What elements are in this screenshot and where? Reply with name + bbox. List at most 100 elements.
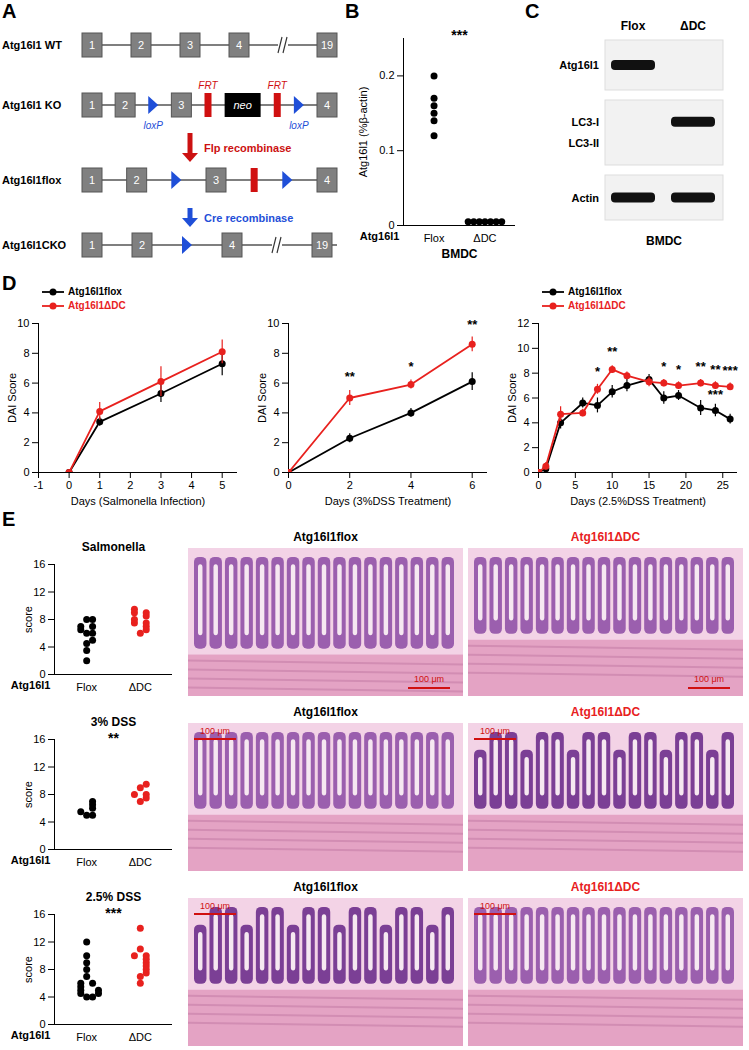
svg-text:2: 2: [347, 479, 353, 491]
svg-text:100 μm: 100 μm: [200, 901, 230, 911]
svg-text:Flox: Flox: [76, 856, 97, 868]
svg-text:**: **: [696, 359, 707, 374]
svg-text:10: 10: [606, 479, 618, 491]
svg-text:loxP: loxP: [289, 120, 309, 131]
svg-text:Days (3%DSS Treatment): Days (3%DSS Treatment): [325, 495, 452, 507]
svg-text:4: 4: [408, 479, 414, 491]
svg-text:16: 16: [33, 733, 45, 745]
svg-text:Atg16l1flox: Atg16l1flox: [2, 174, 62, 186]
svg-text:0: 0: [273, 466, 279, 478]
svg-text:8: 8: [39, 788, 45, 800]
svg-text:8: 8: [523, 367, 529, 379]
svg-text:3: 3: [158, 479, 164, 491]
svg-text:4: 4: [23, 406, 29, 418]
svg-text:2: 2: [139, 239, 145, 251]
svg-text:2: 2: [134, 174, 140, 186]
svg-text:-1: -1: [34, 479, 44, 491]
svg-text:**: **: [345, 369, 356, 384]
svg-text:100 μm: 100 μm: [480, 901, 510, 911]
svg-text:loxP: loxP: [144, 120, 164, 131]
svg-text:Days (2.5%DSS Treatment): Days (2.5%DSS Treatment): [570, 495, 706, 507]
svg-text:Flox: Flox: [424, 232, 445, 244]
svg-text:0: 0: [285, 479, 291, 491]
svg-text:Atg16l1 KO: Atg16l1 KO: [2, 99, 62, 111]
svg-text:4: 4: [39, 641, 45, 653]
svg-text:8: 8: [39, 963, 45, 975]
svg-text:4: 4: [324, 99, 330, 111]
svg-text:Atg16l1CKO: Atg16l1CKO: [2, 239, 67, 251]
svg-text:ΔDC: ΔDC: [680, 19, 706, 33]
svg-text:12: 12: [517, 317, 529, 329]
svg-text:***: ***: [451, 27, 468, 43]
svg-text:2: 2: [122, 99, 128, 111]
svg-text:DAI Score: DAI Score: [506, 373, 518, 423]
svg-text:4: 4: [39, 991, 45, 1003]
svg-text:***: ***: [708, 387, 724, 402]
svg-text:Flox: Flox: [76, 681, 97, 693]
svg-text:0: 0: [523, 466, 529, 478]
svg-text:Days (Salmonella Infection): Days (Salmonella Infection): [71, 495, 206, 507]
svg-text:20: 20: [680, 479, 692, 491]
svg-text:1: 1: [89, 239, 95, 251]
svg-text:FRT: FRT: [268, 80, 288, 91]
svg-text:ΔDC: ΔDC: [473, 232, 496, 244]
svg-text:4: 4: [229, 239, 235, 251]
svg-text:1: 1: [89, 174, 95, 186]
svg-text:*: *: [595, 364, 601, 379]
svg-text:**: **: [467, 317, 478, 332]
svg-text:3% DSS: 3% DSS: [91, 715, 136, 729]
svg-text:Atg16l1: Atg16l1: [11, 1029, 51, 1041]
svg-text:2: 2: [127, 479, 133, 491]
svg-text:5: 5: [572, 479, 578, 491]
svg-text:BMDC: BMDC: [442, 247, 478, 261]
svg-text:2.5% DSS: 2.5% DSS: [86, 890, 141, 904]
svg-text:0.2: 0.2: [379, 69, 394, 81]
svg-text:Atg16l1: Atg16l1: [11, 854, 51, 866]
svg-text:12: 12: [33, 761, 45, 773]
svg-text:8: 8: [273, 347, 279, 359]
svg-text:3: 3: [178, 99, 184, 111]
svg-text:0: 0: [66, 479, 72, 491]
svg-text:DAI Score: DAI Score: [256, 373, 268, 423]
svg-text:Flp recombinase: Flp recombinase: [204, 142, 291, 154]
svg-text:Atg16l1: Atg16l1: [360, 230, 400, 242]
svg-text:1: 1: [97, 479, 103, 491]
svg-text:DAI Score: DAI Score: [6, 373, 18, 423]
svg-text:6: 6: [523, 392, 529, 404]
svg-text:4: 4: [523, 416, 529, 428]
svg-text:10: 10: [267, 317, 279, 329]
svg-text:0: 0: [535, 479, 541, 491]
svg-text:ΔDC: ΔDC: [129, 681, 152, 693]
svg-text:2: 2: [523, 441, 529, 453]
svg-text:25: 25: [717, 479, 729, 491]
svg-text:2: 2: [273, 436, 279, 448]
svg-text:Flox: Flox: [621, 19, 646, 33]
svg-text:6: 6: [469, 479, 475, 491]
svg-text:1: 1: [89, 39, 95, 51]
svg-text:2: 2: [23, 436, 29, 448]
svg-text:6: 6: [273, 377, 279, 389]
svg-text:100 μm: 100 μm: [694, 674, 724, 684]
svg-text:*: *: [661, 359, 667, 374]
svg-text:0: 0: [23, 466, 29, 478]
svg-text:100 μm: 100 μm: [414, 674, 444, 684]
svg-text:**: **: [607, 344, 618, 359]
svg-text:4: 4: [39, 816, 45, 828]
svg-text:***: ***: [723, 363, 739, 378]
svg-text:BMDC: BMDC: [646, 234, 682, 248]
svg-text:**: **: [108, 730, 119, 746]
svg-text:8: 8: [23, 347, 29, 359]
svg-text:16: 16: [33, 558, 45, 570]
svg-text:4: 4: [189, 479, 195, 491]
svg-text:12: 12: [33, 936, 45, 948]
svg-text:Atg16l1: Atg16l1: [11, 679, 51, 691]
svg-text:16: 16: [33, 908, 45, 920]
svg-text:3: 3: [213, 174, 219, 186]
svg-text:100 μm: 100 μm: [200, 726, 230, 736]
svg-text:12: 12: [33, 586, 45, 598]
svg-text:Flox: Flox: [76, 1031, 97, 1043]
svg-text:**: **: [710, 362, 721, 377]
svg-text:19: 19: [316, 239, 328, 251]
svg-text:***: ***: [105, 905, 122, 921]
svg-text:3: 3: [187, 39, 193, 51]
